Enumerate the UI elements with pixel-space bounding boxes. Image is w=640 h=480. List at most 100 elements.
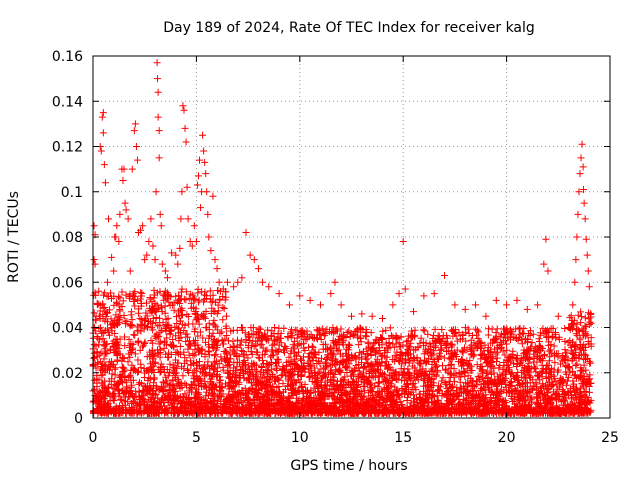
scatter-point xyxy=(179,372,187,380)
scatter-point xyxy=(338,339,346,347)
scatter-point xyxy=(159,319,167,327)
scatter-point xyxy=(166,360,174,368)
scatter-point xyxy=(301,347,309,355)
scatter-point xyxy=(423,348,431,356)
scatter-point xyxy=(192,406,200,414)
scatter-point xyxy=(161,383,169,391)
scatter-point xyxy=(257,370,265,378)
scatter-point xyxy=(170,299,178,307)
scatter-point xyxy=(149,326,157,334)
scatter-point xyxy=(330,382,338,390)
scatter-point xyxy=(587,334,595,342)
scatter-point xyxy=(105,331,113,339)
scatter-point xyxy=(203,398,211,406)
scatter-point xyxy=(163,366,171,374)
scatter-point xyxy=(183,330,191,338)
scatter-point xyxy=(198,345,206,353)
scatter-point xyxy=(108,370,116,378)
scatter-point xyxy=(163,377,171,385)
scatter-point xyxy=(269,348,277,356)
scatter-point xyxy=(317,336,325,344)
scatter-point xyxy=(293,326,301,334)
scatter-point xyxy=(95,387,103,395)
scatter-point xyxy=(214,307,222,315)
scatter-point xyxy=(382,339,390,347)
scatter-point xyxy=(575,374,583,382)
scatter-point xyxy=(314,357,322,365)
scatter-point xyxy=(354,381,362,389)
scatter-point xyxy=(137,288,145,296)
scatter-point xyxy=(549,324,557,332)
scatter-point xyxy=(176,300,184,308)
scatter-point xyxy=(357,395,365,403)
scatter-point xyxy=(341,363,349,371)
scatter-point xyxy=(121,342,129,350)
scatter-point xyxy=(465,391,473,399)
scatter-point xyxy=(490,345,498,353)
scatter-point xyxy=(234,396,242,404)
scatter-point xyxy=(156,353,164,361)
scatter-point xyxy=(526,331,534,339)
scatter-point xyxy=(185,401,193,409)
scatter-point xyxy=(372,398,380,406)
scatter-point xyxy=(164,372,172,380)
scatter-point xyxy=(403,381,411,389)
scatter-point xyxy=(143,353,151,361)
scatter-point xyxy=(233,352,241,360)
scatter-point xyxy=(438,377,446,385)
scatter-point xyxy=(485,383,493,391)
scatter-point xyxy=(470,351,478,359)
scatter-point xyxy=(486,367,494,375)
scatter-point xyxy=(427,352,435,360)
scatter-point xyxy=(246,336,254,344)
scatter-point xyxy=(206,364,214,372)
scatter-point xyxy=(127,389,135,397)
scatter-point xyxy=(340,408,348,416)
scatter-point xyxy=(268,359,276,367)
scatter-point xyxy=(273,384,281,392)
scatter-point xyxy=(191,381,199,389)
scatter-point xyxy=(287,333,295,341)
scatter-point xyxy=(427,367,435,375)
scatter-point xyxy=(299,353,307,361)
scatter-point xyxy=(198,311,206,319)
scatter-point xyxy=(518,340,526,348)
scatter-point xyxy=(104,328,112,336)
scatter-point xyxy=(242,335,250,343)
scatter-point xyxy=(156,363,164,371)
scatter-point xyxy=(196,328,204,336)
scatter-point xyxy=(218,328,226,336)
scatter-point xyxy=(274,347,282,355)
scatter-point xyxy=(330,389,338,397)
scatter-point xyxy=(111,364,119,372)
scatter-point xyxy=(496,371,504,379)
scatter-point xyxy=(581,387,589,395)
scatter-point xyxy=(475,403,483,411)
scatter-point xyxy=(156,328,164,336)
scatter-point xyxy=(399,341,407,349)
scatter-point xyxy=(224,395,232,403)
scatter-point xyxy=(526,403,534,411)
scatter-point xyxy=(245,366,253,374)
scatter-point xyxy=(571,371,579,379)
scatter-point xyxy=(216,329,224,337)
scatter-point xyxy=(216,295,224,303)
scatter-point xyxy=(233,326,241,334)
scatter-point xyxy=(395,392,403,400)
scatter-point xyxy=(120,312,128,320)
scatter-point xyxy=(194,361,202,369)
scatter-point xyxy=(103,340,111,348)
scatter-point xyxy=(587,310,595,318)
scatter-point xyxy=(408,327,416,335)
scatter-point xyxy=(209,291,217,299)
scatter-point xyxy=(324,377,332,385)
scatter-point xyxy=(359,383,367,391)
scatter-point xyxy=(530,364,538,372)
scatter-point xyxy=(457,389,465,397)
scatter-point xyxy=(104,366,112,374)
scatter-point xyxy=(443,347,451,355)
scatter-point xyxy=(337,334,345,342)
scatter-point xyxy=(90,407,98,415)
scatter-point xyxy=(429,382,437,390)
